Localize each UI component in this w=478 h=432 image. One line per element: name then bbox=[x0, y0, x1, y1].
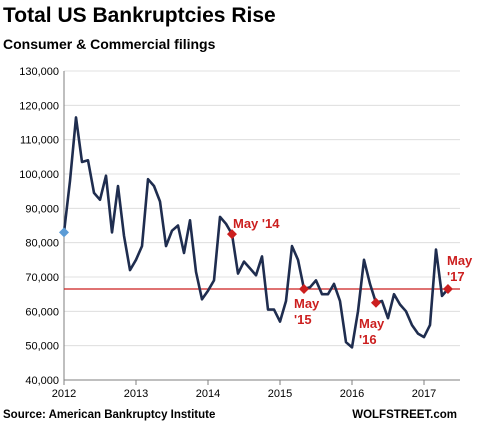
y-tick-label: 60,000 bbox=[25, 306, 59, 318]
axes: 40,000 50,000 60,000 70,000 80,000 90,000 100,… bbox=[19, 66, 460, 400]
brand-label: WOLFSTREET.com bbox=[352, 409, 457, 421]
data-marker-1 bbox=[226, 229, 237, 240]
chart-title: Total US Bankruptcies Rise bbox=[3, 4, 276, 27]
chart-subtitle: Consumer & Commercial filings bbox=[3, 36, 216, 52]
x-tick-label: 2015 bbox=[268, 388, 292, 400]
gridlines bbox=[64, 70, 460, 381]
y-tick-label: 70,000 bbox=[25, 272, 59, 284]
data-marker-2 bbox=[298, 284, 309, 295]
annotation-label: May bbox=[447, 253, 473, 268]
series-line bbox=[62, 116, 450, 349]
annotation-label: '17 bbox=[447, 269, 465, 284]
y-tick-label: 40,000 bbox=[25, 375, 59, 387]
annotation-label: May bbox=[294, 296, 320, 311]
annotation-label: '15 bbox=[294, 312, 312, 327]
x-tick-label: 2014 bbox=[196, 388, 220, 400]
y-tick-label: 110,000 bbox=[20, 135, 59, 147]
y-tick-label: 50,000 bbox=[25, 341, 59, 353]
x-tick-label: 2017 bbox=[412, 388, 436, 400]
y-tick-label: 80,000 bbox=[25, 238, 59, 250]
x-tick-label: 2013 bbox=[124, 388, 148, 400]
annotation-label: '16 bbox=[359, 332, 377, 347]
markers-layer bbox=[59, 227, 453, 308]
data-marker-4 bbox=[442, 284, 453, 295]
annotation-label: May bbox=[359, 316, 385, 331]
x-tick-label: 2012 bbox=[52, 388, 76, 400]
y-tick-label: 90,000 bbox=[25, 203, 59, 215]
annotation-label: May '14 bbox=[233, 216, 280, 231]
y-tick-label: 100,000 bbox=[19, 169, 59, 181]
series-layer bbox=[62, 116, 450, 349]
y-tick-label: 130,000 bbox=[19, 66, 59, 78]
x-tick-label: 2016 bbox=[340, 388, 364, 400]
y-tick-label: 120,000 bbox=[19, 100, 59, 112]
data-marker-3 bbox=[370, 297, 381, 308]
data-marker-0 bbox=[59, 227, 69, 238]
source-note: Source: American Bankruptcy Institute bbox=[3, 409, 216, 421]
